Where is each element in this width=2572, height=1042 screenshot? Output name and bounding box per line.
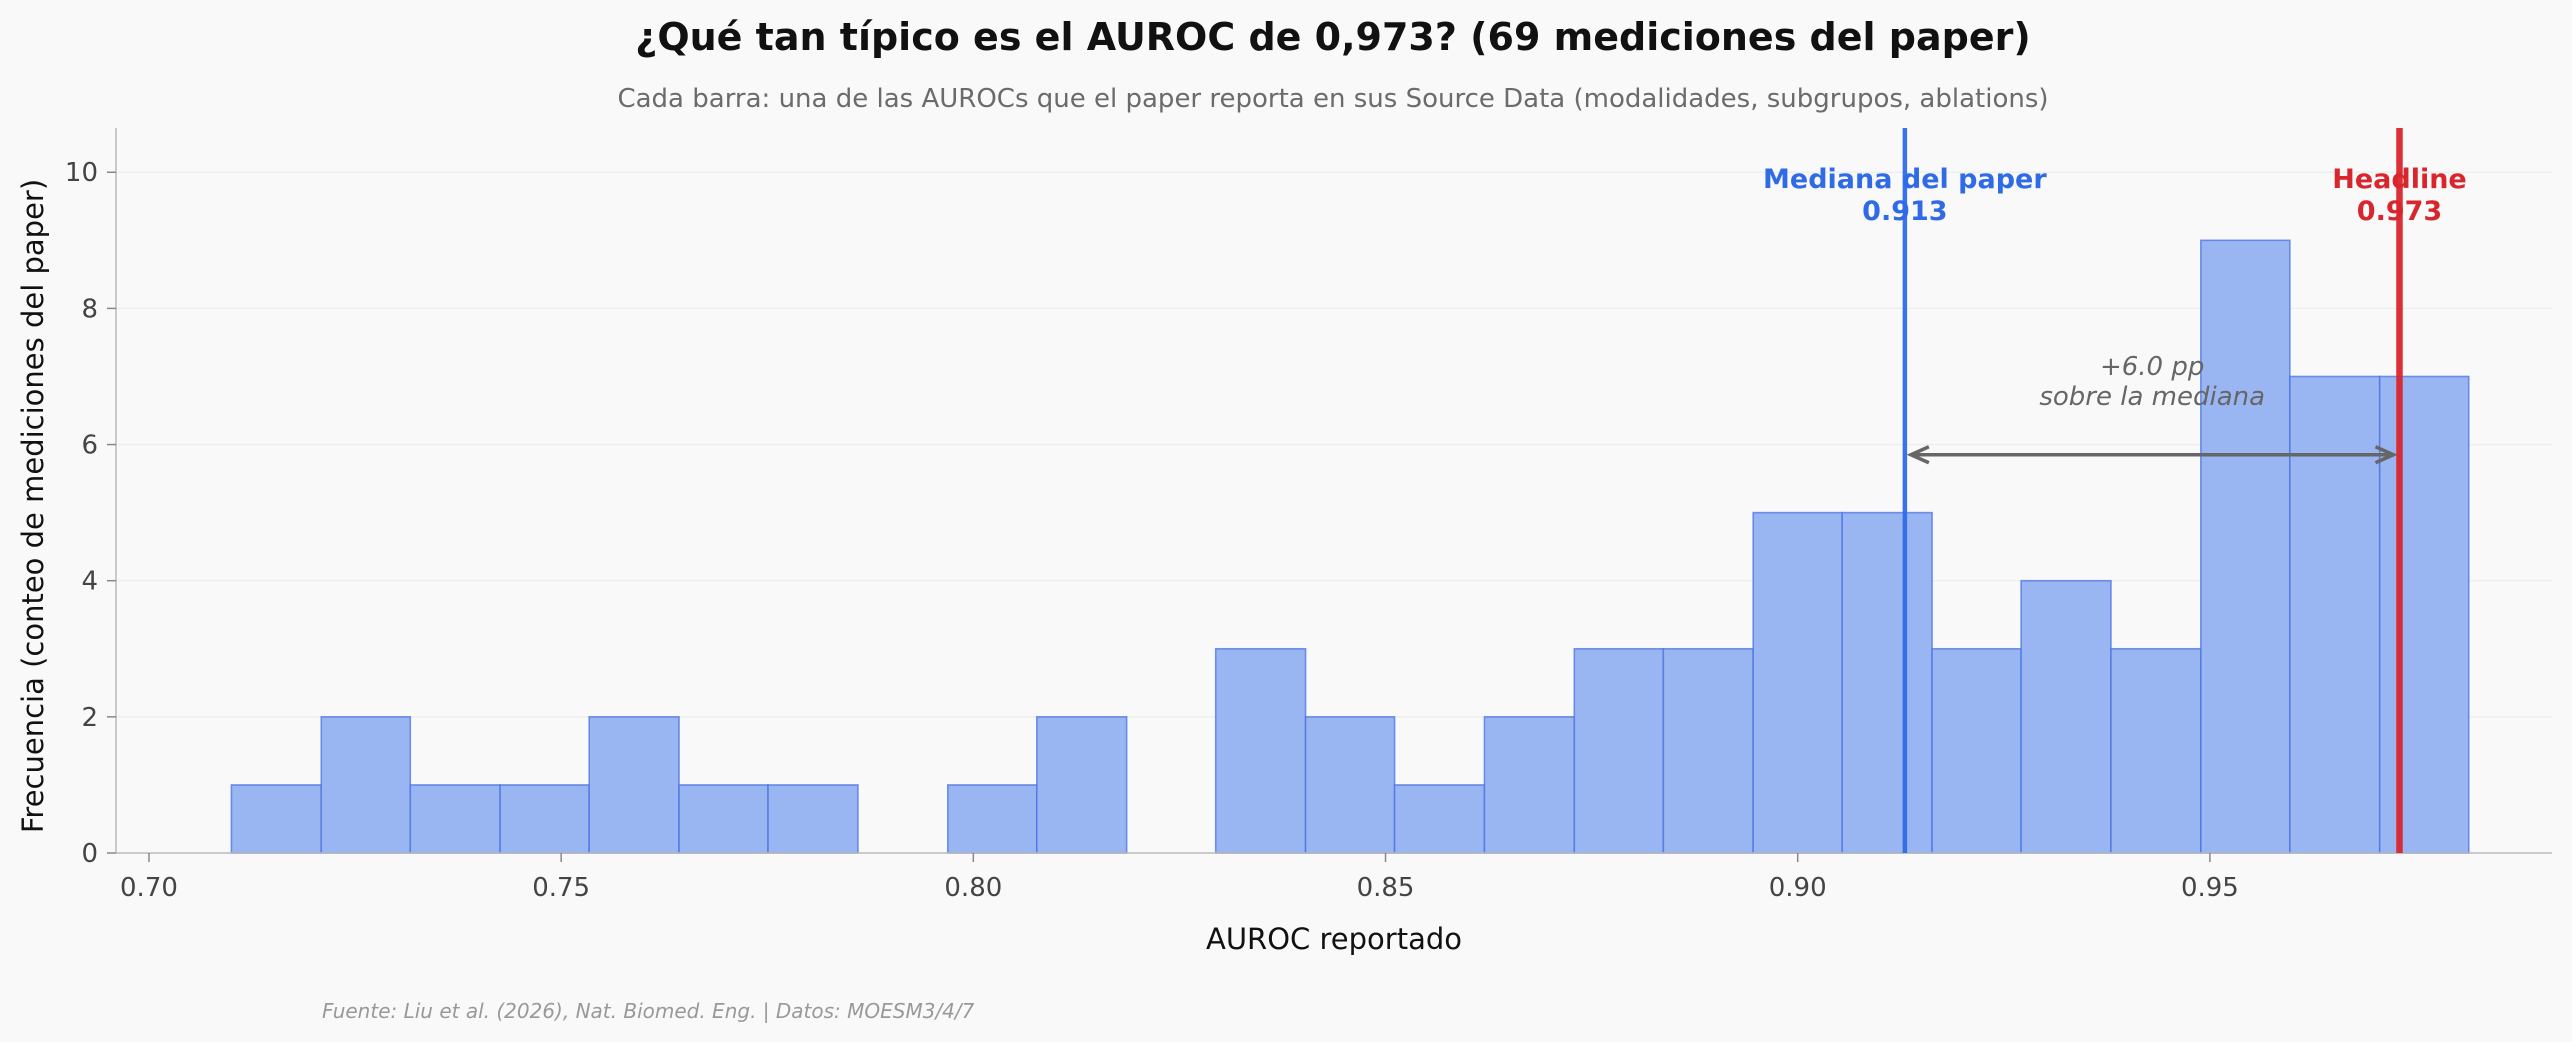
histogram-bar-16 [1573, 647, 1665, 854]
reference-label-median: Mediana del paper [1763, 164, 2047, 195]
histogram-bar-14 [1393, 784, 1486, 854]
histogram-bar-7 [767, 784, 859, 854]
histogram-bar-5 [588, 716, 680, 854]
y-tick-label-1: 2 [81, 703, 98, 733]
reference-label-headline: Headline [2332, 164, 2467, 195]
x-tick-label-4: 0.90 [1769, 873, 1827, 903]
histogram-bar-22 [2110, 647, 2202, 854]
histogram-bar-10 [1036, 716, 1128, 854]
x-tick-label-5: 0.95 [2181, 873, 2239, 903]
histogram-bar-19 [1841, 511, 1933, 854]
y-tick-label-5: 10 [65, 158, 98, 188]
histogram-bar-21 [2020, 579, 2112, 854]
histogram-bar-6 [678, 784, 769, 854]
gap-label-line2: sobre la mediana [2039, 382, 2265, 412]
gap-label-line1: +6.0 pp [2100, 352, 2204, 382]
reference-value-median: 0.913 [1862, 196, 1947, 227]
histogram-bar-20 [1931, 647, 2022, 854]
y-tick-label-0: 0 [81, 839, 98, 869]
histogram-bar-13 [1304, 716, 1396, 854]
x-tick-label-1: 0.75 [532, 873, 590, 903]
histogram-bar-4 [499, 784, 590, 854]
x-axis-label: AUROC reportado [1206, 922, 1462, 956]
histogram-bar-15 [1483, 716, 1576, 854]
histogram-bar-25 [2378, 375, 2470, 854]
histogram-bar-2 [320, 716, 412, 854]
y-tick-label-2: 4 [81, 567, 98, 597]
histogram-bar-23 [2200, 239, 2291, 854]
histogram-bar-24 [2289, 375, 2381, 854]
x-tick-label-0: 0.70 [120, 873, 178, 903]
grid-layer [116, 171, 2552, 718]
chart-subtitle: Cada barra: una de las AUROCs que el pap… [617, 84, 2048, 114]
gap-arrow-head-right [2374, 445, 2398, 465]
axes-layer: 0.70 0.75 0.80 0.85 0.90 0.95 0 2 4 6 8 10 [65, 128, 2552, 903]
gap-arrow-head-left [1906, 445, 1930, 465]
y-tick-label-4: 8 [81, 294, 98, 324]
histogram-bar-3 [409, 784, 501, 854]
histogram-bar-18 [1752, 511, 1844, 854]
histogram-bar-12 [1214, 647, 1307, 854]
reference-value-headline: 0.973 [2357, 196, 2442, 227]
histogram-bar-9 [946, 784, 1038, 854]
histogram-bar-17 [1662, 647, 1754, 854]
x-tick-label-2: 0.80 [944, 873, 1002, 903]
x-tick-label-3: 0.85 [1357, 873, 1415, 903]
histogram-bar-1 [230, 784, 323, 854]
bars-layer [230, 239, 2470, 854]
y-tick-label-3: 6 [81, 431, 98, 461]
source-note: Fuente: Liu et al. (2026), Nat. Biomed. … [322, 999, 975, 1023]
chart-title: ¿Qué tan típico es el AUROC de 0,973? (6… [635, 15, 2030, 59]
y-axis-label: Frecuencia (conteo de mediciones del pap… [16, 179, 50, 833]
